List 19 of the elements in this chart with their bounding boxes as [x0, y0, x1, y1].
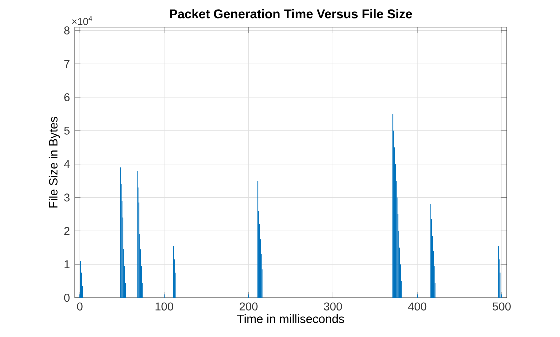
- y-tick-label: 4: [64, 160, 70, 168]
- x-axis-title: Time in milliseconds: [237, 314, 344, 324]
- y-tick-label: 2: [64, 227, 70, 236]
- x-tick-label: 300: [324, 302, 342, 311]
- x-tick-label: 200: [240, 302, 258, 311]
- y-tick-label: 8: [64, 26, 70, 35]
- text: ×10$^{4}$: [72, 16, 92, 26]
- x-tick-label: 500: [492, 302, 511, 311]
- y-tick-label: 6: [64, 94, 70, 102]
- y-tick-label: 5: [64, 126, 70, 135]
- y-tick-label: 3: [64, 194, 70, 202]
- y-tick-label: 0: [64, 294, 70, 302]
- chart-title: Packet Generation Time Versus File Size: [170, 9, 412, 19]
- y-tick-label: 1: [64, 260, 70, 268]
- x-tick-label: 100: [156, 302, 174, 311]
- x-tick-label: 0: [77, 302, 83, 311]
- y-tick-label: 7: [64, 60, 70, 68]
- y-axis-title: File Size in Bytes: [48, 117, 60, 208]
- x-tick-label: 400: [408, 302, 427, 311]
